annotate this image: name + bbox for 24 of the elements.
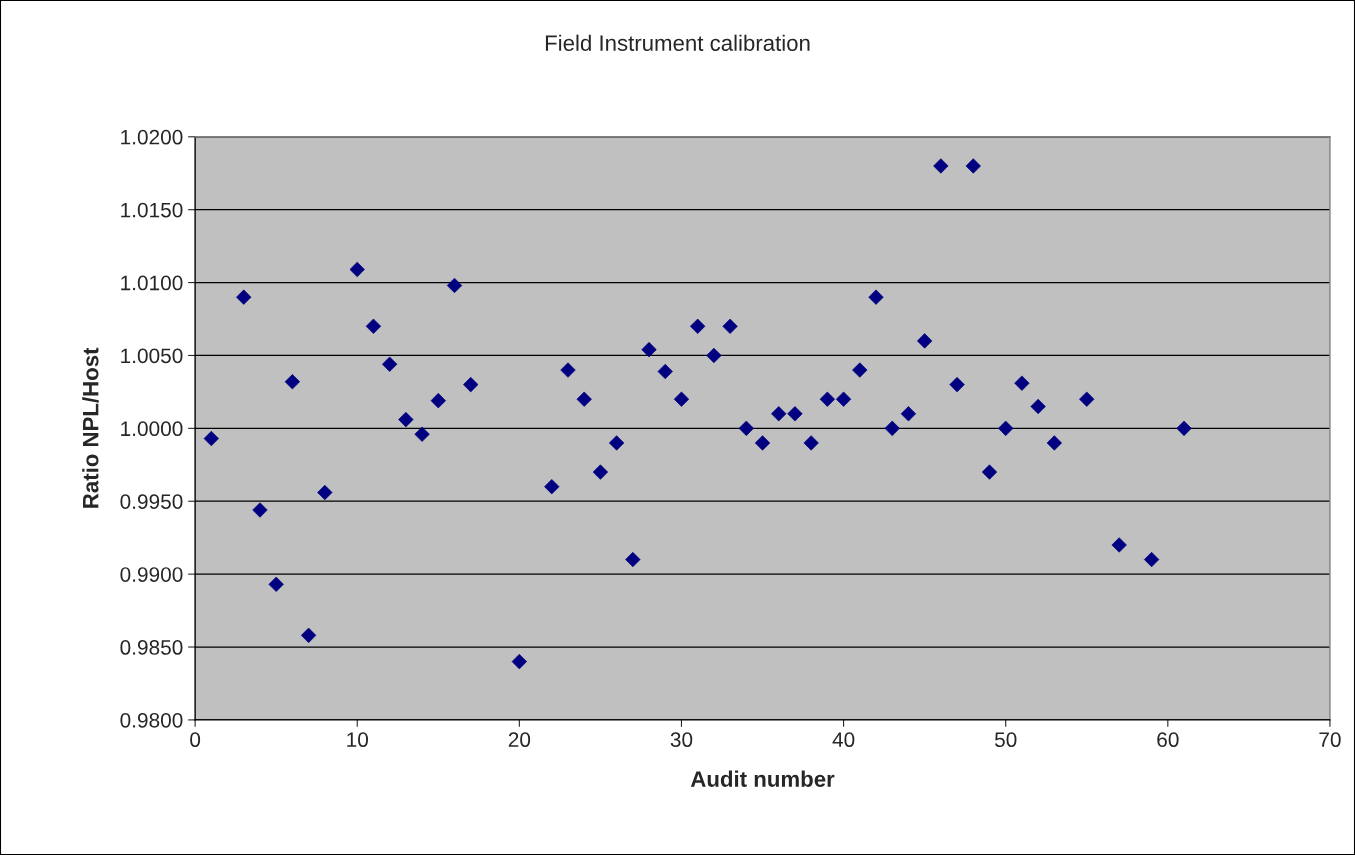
y-tick-label: 1.0200 [121, 129, 183, 145]
y-tick-label: 1.0000 [121, 421, 183, 437]
x-tick-label: 60 [1157, 732, 1179, 748]
y-tick-label: 0.9900 [120, 567, 183, 582]
y-tick-label: 1.0150 [121, 202, 183, 218]
chart-title: Field Instrument calibration [545, 34, 810, 51]
y-tick-label: 0.9950 [120, 494, 183, 509]
y-axis-title: Ratio NPL/Host [82, 347, 99, 508]
y-tick-label: 1.0100 [121, 275, 183, 291]
x-tick-label: 70 [1319, 732, 1341, 748]
x-axis-title: Audit number [690, 770, 835, 787]
x-tick-label: 40 [832, 732, 855, 748]
point [560, 362, 576, 378]
x-tick-label: 10 [347, 732, 369, 748]
point [300, 627, 317, 643]
y-tick-label: 0.9850 [120, 640, 183, 655]
x-tick-label: 0 [190, 732, 201, 748]
x-tick-label: 20 [508, 732, 531, 748]
y-tick-label: 0.9800 [120, 712, 183, 728]
y-tick-label: 1.0050 [121, 348, 183, 364]
x-tick-label: 50 [994, 732, 1017, 748]
x-tick-label: 30 [670, 732, 693, 748]
point [933, 158, 949, 174]
point [414, 426, 430, 442]
